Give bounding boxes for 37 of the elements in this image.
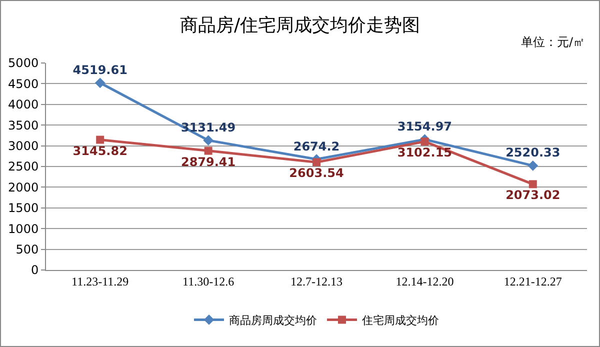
data-label: 2674.2 <box>293 139 340 154</box>
point <box>204 146 212 155</box>
data-label: 3102.15 <box>397 146 452 160</box>
data-label: 2520.33 <box>506 146 560 160</box>
x-tick-label: 12.7-12.13 <box>290 274 342 288</box>
legend-label: 商品房周成交均价 <box>229 314 317 327</box>
x-tick-label: 11.23-11.29 <box>72 274 129 288</box>
y-tick-label: 3500 <box>8 118 39 132</box>
point <box>312 158 320 166</box>
point <box>420 138 429 146</box>
data-label: 3145.82 <box>72 144 128 158</box>
legend-label: 住宅周成交均价 <box>362 314 439 327</box>
data-label: 3154.97 <box>397 119 452 134</box>
y-tick-label: 500 <box>16 242 39 256</box>
data-label: 2603.54 <box>289 166 344 180</box>
point <box>203 135 214 146</box>
data-label: 2879.41 <box>180 154 236 169</box>
y-tick-label: 3000 <box>8 139 39 153</box>
point <box>94 78 106 88</box>
y-tick-label: 4000 <box>8 98 39 112</box>
y-tick-label: 2000 <box>8 180 39 194</box>
y-tick-label: 0 <box>30 263 39 278</box>
data-label: 2073.02 <box>506 188 560 202</box>
y-tick-label: 1000 <box>8 222 39 236</box>
point <box>528 180 537 188</box>
y-tick-label: 5000 <box>8 56 39 70</box>
text: 单位：元/㎡ <box>521 35 586 49</box>
point <box>96 136 104 144</box>
y-tick-label: 2500 <box>8 160 39 174</box>
point <box>528 160 538 171</box>
y-tick-label: 1500 <box>8 201 39 216</box>
x-tick-label: 12.14-12.20 <box>396 274 454 288</box>
x-tick-label: 12.21-12.27 <box>504 274 562 288</box>
y-tick-label: 4500 <box>8 76 39 91</box>
data-label: 4519.61 <box>72 62 128 77</box>
x-tick-label: 11.30-12.6 <box>182 274 234 288</box>
chart-title: 商品房/住宅周成交均价走势图 <box>180 14 420 36</box>
